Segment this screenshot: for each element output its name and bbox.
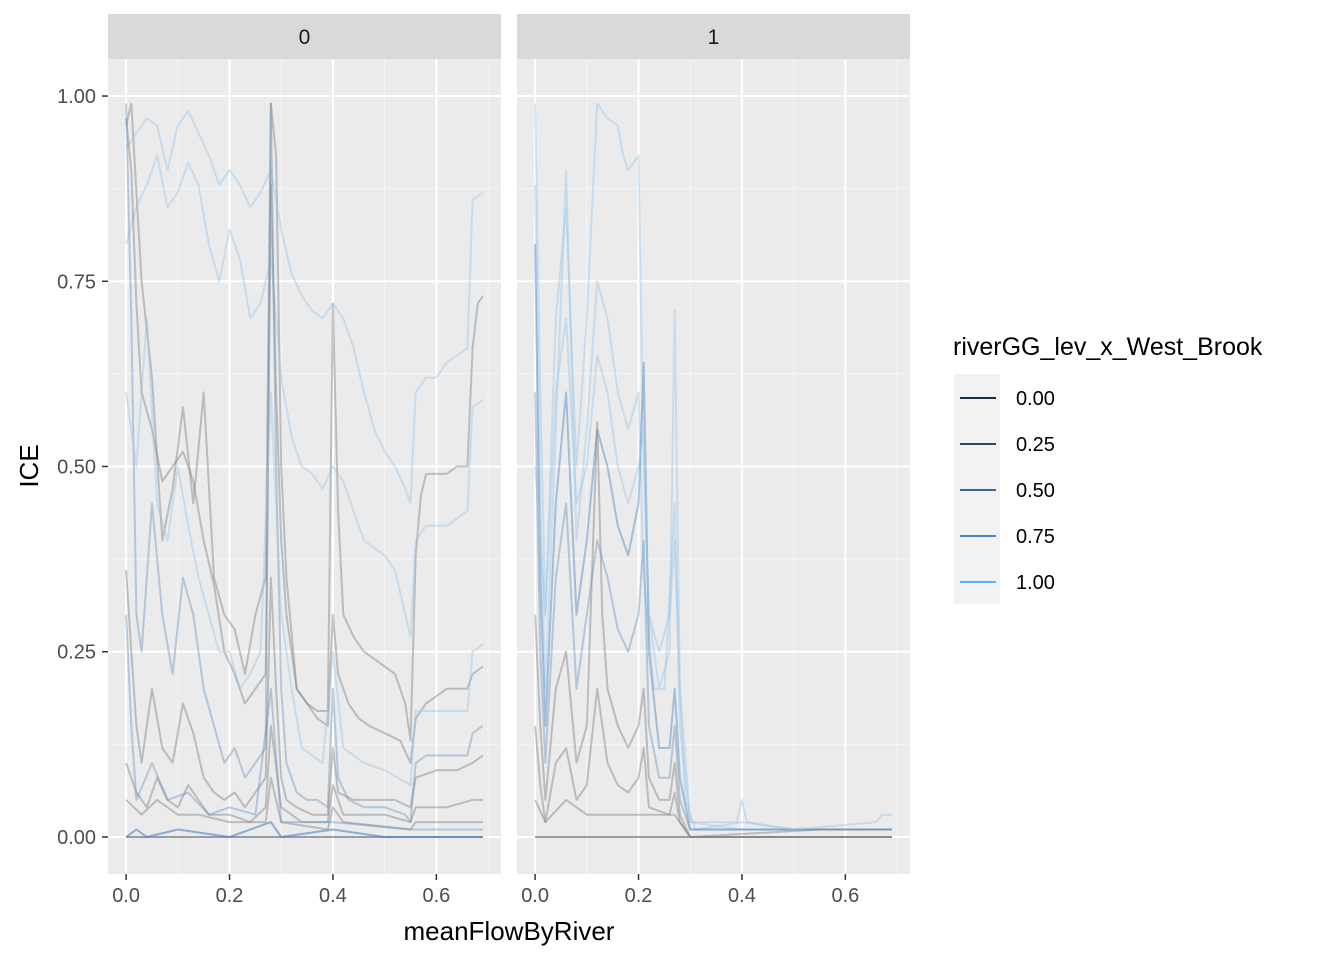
legend-label: 0.00 xyxy=(1016,388,1055,410)
x-ticks-0: 0.0 0.2 0.4 0.6 xyxy=(112,874,450,907)
ice-lines-0 xyxy=(125,102,484,838)
grid-lines-0 xyxy=(108,59,501,874)
ice-line-series xyxy=(125,109,484,505)
y-tick-label: 0.75 xyxy=(57,271,96,293)
x-tick-label: 0.0 xyxy=(112,885,140,907)
y-axis-title: ICE xyxy=(14,444,44,487)
grid-lines-1 xyxy=(517,59,910,874)
x-axis-title: meanFlowByRiver xyxy=(404,916,615,946)
strip-background-0 xyxy=(108,14,501,59)
ice-line-series xyxy=(534,244,892,831)
x-tick-label: 0.6 xyxy=(422,885,450,907)
ice-line-series xyxy=(125,154,484,638)
y-tick-label: 0.50 xyxy=(57,457,96,479)
legend-title: riverGG_lev_x_West_Brook xyxy=(953,333,1263,361)
x-tick-label: 0.4 xyxy=(728,885,756,907)
ice-line-series xyxy=(125,102,484,824)
ice-line-series xyxy=(125,317,484,787)
legend-label: 0.25 xyxy=(1016,434,1055,456)
x-tick-label: 0.2 xyxy=(625,885,653,907)
ice-lines-1 xyxy=(534,102,892,838)
ice-line-series xyxy=(125,776,483,831)
ice-line-series xyxy=(534,687,892,838)
ice-line-series xyxy=(534,421,892,838)
x-tick-label: 0.2 xyxy=(216,885,244,907)
ice-line-series xyxy=(534,309,892,831)
strip-label-1: 1 xyxy=(708,26,720,49)
ice-line-series xyxy=(534,392,892,831)
x-tick-label: 0.6 xyxy=(831,885,859,907)
x-tick-label: 0.0 xyxy=(521,885,549,907)
legend-label: 0.50 xyxy=(1016,480,1055,502)
legend-entries: 0.00 0.25 0.50 0.75 1.00 xyxy=(960,388,1055,594)
ice-line-series xyxy=(534,102,892,831)
y-tick-label: 0.00 xyxy=(57,827,96,849)
strip-background-1 xyxy=(517,14,910,59)
legend-label: 0.75 xyxy=(1016,526,1055,548)
ice-line-series xyxy=(125,102,484,742)
x-tick-label: 0.4 xyxy=(319,885,347,907)
strip-label-0: 0 xyxy=(299,26,311,49)
legend: riverGG_lev_x_West_Brook 0.00 0.25 0.50 0.7… xyxy=(953,333,1263,604)
ice-line-series xyxy=(534,798,892,838)
ice-line-series xyxy=(125,118,484,764)
y-tick-label: 1.00 xyxy=(57,86,96,108)
x-ticks-1: 0.0 0.2 0.4 0.6 xyxy=(521,874,859,907)
y-axis-ticks: 0.00 0.25 0.50 0.75 1.00 xyxy=(57,86,108,849)
ice-line-series xyxy=(534,169,892,831)
facet-panel-0: 0 0.0 0.2 0.4 0.6 xyxy=(108,14,501,907)
ice-line-series xyxy=(125,570,484,816)
ice-line-series xyxy=(125,614,483,831)
ice-line-series xyxy=(125,821,483,838)
legend-label: 1.00 xyxy=(1016,572,1055,594)
ice-line-series xyxy=(125,724,483,824)
y-tick-label: 0.25 xyxy=(57,642,96,664)
facet-panel-1: 1 0.0 0.2 0.4 0.6 xyxy=(517,14,910,907)
